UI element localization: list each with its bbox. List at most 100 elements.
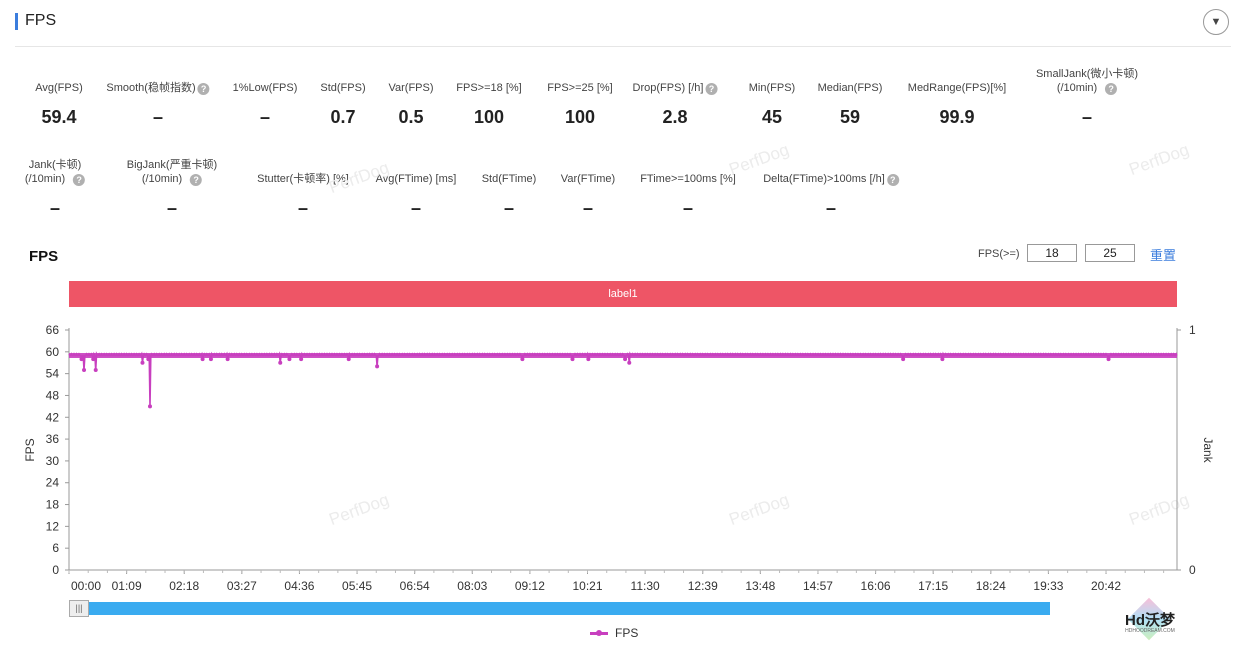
x-tick-label: 00:00 — [71, 579, 101, 593]
fps-dip-point[interactable] — [901, 357, 906, 362]
fps-dip-point[interactable] — [93, 368, 98, 372]
metric-metrics_row1-9: Median(FPS) 59 — [818, 81, 883, 127]
fps-dip-point[interactable] — [200, 357, 205, 362]
logo-text: Hd沃梦 — [1125, 612, 1175, 629]
metric-label-unit: (/10min)? — [1036, 81, 1138, 95]
metric-value: 0.7 — [330, 107, 356, 127]
metric-label: MedRange(FPS)[%] — [907, 82, 1007, 94]
help-icon[interactable]: ? — [73, 174, 86, 186]
y2-axis-label: Jank — [1201, 437, 1215, 463]
fps-threshold-input-2[interactable] — [1085, 244, 1135, 262]
metric-metrics_row2-1: BigJank(严重卡顿) (/10min)? – — [127, 158, 217, 218]
metric-label: FTime>=100ms [%] — [640, 173, 736, 185]
metric-metrics_row1-5: FPS>=18 [%] 100 — [456, 81, 521, 127]
fps-dip-point[interactable] — [627, 360, 632, 365]
metric-label: Delta(FTime)>100ms [/h]? — [763, 172, 899, 186]
fps-dip-point[interactable] — [79, 357, 84, 362]
help-icon[interactable]: ? — [197, 83, 210, 95]
help-icon[interactable]: ? — [886, 174, 899, 186]
x-tick-label: 03:27 — [227, 579, 257, 593]
x-tick-label: 09:12 — [515, 579, 545, 593]
fps-dip-point[interactable] — [346, 357, 351, 362]
help-icon[interactable]: ? — [705, 83, 718, 95]
chart-title: FPS — [29, 248, 59, 265]
y-tick-label: 30 — [46, 454, 60, 468]
x-tick-label: 08:03 — [457, 579, 487, 593]
metric-label: Std(FTime) — [481, 173, 537, 185]
fps-threshold-label: FPS(>=) — [978, 248, 1020, 260]
fps-dip-point[interactable] — [140, 360, 145, 365]
fps-dip-point[interactable] — [570, 357, 575, 362]
metric-metrics_row1-6: FPS>=25 [%] 100 — [547, 81, 612, 127]
x-tick-label: 14:57 — [803, 579, 833, 593]
label-band[interactable]: label1 — [69, 281, 1177, 307]
metric-metrics_row1-11: SmallJank(微小卡顿) (/10min)? – — [1036, 67, 1138, 127]
x-tick-label: 05:45 — [342, 579, 372, 593]
y-tick-label: 36 — [46, 432, 60, 446]
metric-value: – — [297, 198, 308, 218]
metric-value: – — [503, 198, 514, 218]
y2-tick-label: 1 — [1189, 323, 1196, 337]
fps-dip-point[interactable] — [623, 357, 628, 362]
fps-threshold-input-1[interactable] — [1027, 244, 1077, 262]
metric-value: 99.9 — [939, 107, 975, 127]
metric-label: Avg(FPS) — [35, 82, 83, 94]
x-tick-label: 10:21 — [572, 579, 602, 593]
metric-metrics_row1-0: Avg(FPS) 59.4 — [35, 81, 82, 127]
x-tick-label: 11:30 — [631, 579, 660, 593]
chart-legend[interactable]: FPS — [590, 626, 638, 640]
fps-dip-point[interactable] — [299, 357, 304, 362]
metric-label-unit: (/10min)? — [127, 172, 217, 186]
logo-subtext: HDHOODREAM.COM — [1125, 628, 1175, 634]
metric-label: SmallJank(微小卡顿) — [1035, 68, 1139, 80]
y-tick-label: 6 — [52, 541, 59, 555]
metric-metrics_row2-2: Stutter(卡顿率) [%] – — [257, 172, 349, 218]
metric-value: – — [152, 107, 163, 127]
y-tick-label: 60 — [46, 345, 60, 359]
metric-label: BigJank(严重卡顿) — [126, 159, 218, 171]
fps-dip-point[interactable] — [278, 360, 283, 365]
fps-dip-point[interactable] — [586, 357, 591, 362]
fps-dip-point[interactable] — [91, 357, 96, 362]
time-range-slider[interactable] — [72, 602, 1050, 615]
fps-dip-point[interactable] — [1106, 357, 1111, 362]
fps-dip-point[interactable] — [375, 364, 380, 369]
header-accent-bar — [15, 13, 18, 30]
help-icon[interactable]: ? — [190, 174, 203, 186]
metric-metrics_row1-4: Var(FPS) 0.5 — [388, 81, 433, 127]
metric-metrics_row1-8: Min(FPS) 45 — [749, 81, 795, 127]
y2-tick-label: 0 — [1189, 563, 1196, 577]
fps-dip-point[interactable] — [82, 368, 87, 372]
x-tick-label: 01:09 — [112, 579, 142, 593]
reset-link[interactable]: 重置 — [1150, 248, 1177, 263]
metric-metrics_row2-4: Std(FTime) – — [482, 172, 537, 218]
metric-metrics_row2-3: Avg(FTime) [ms] – — [376, 172, 457, 218]
slider-handle[interactable]: ||| — [69, 600, 89, 617]
fps-series-line[interactable] — [68, 351, 1178, 407]
y-tick-label: 12 — [46, 519, 60, 533]
fps-dip-point[interactable] — [147, 404, 152, 409]
fps-dip-point[interactable] — [208, 357, 213, 362]
fps-dip-point[interactable] — [940, 357, 945, 362]
fps-dip-point[interactable] — [146, 357, 151, 362]
metric-value: 59 — [839, 107, 861, 127]
metric-metrics_row1-10: MedRange(FPS)[%] 99.9 — [908, 81, 1006, 127]
metric-metrics_row2-7: Delta(FTime)>100ms [/h]? – — [763, 172, 899, 218]
y-tick-label: 42 — [46, 410, 60, 424]
metric-value: – — [1081, 107, 1093, 127]
brand-logo: Hd沃梦 HDHOODREAM.COM — [1120, 597, 1180, 644]
y-tick-label: 24 — [46, 476, 60, 490]
metric-label: FPS>=18 [%] — [456, 82, 522, 94]
metric-label: Drop(FPS) [/h]? — [633, 81, 718, 95]
y-tick-label: 18 — [46, 498, 60, 512]
fps-dip-point[interactable] — [287, 357, 292, 362]
metric-metrics_row2-0: Jank(卡顿) (/10min)? – — [25, 158, 86, 218]
help-icon[interactable]: ? — [1105, 83, 1118, 95]
y-tick-label: 66 — [46, 323, 60, 337]
collapse-button[interactable]: ▼ — [1203, 9, 1229, 35]
metric-value: 59.4 — [41, 107, 77, 127]
label-band-text: label1 — [608, 288, 638, 300]
fps-dip-point[interactable] — [520, 357, 525, 362]
fps-dip-point[interactable] — [225, 357, 230, 362]
